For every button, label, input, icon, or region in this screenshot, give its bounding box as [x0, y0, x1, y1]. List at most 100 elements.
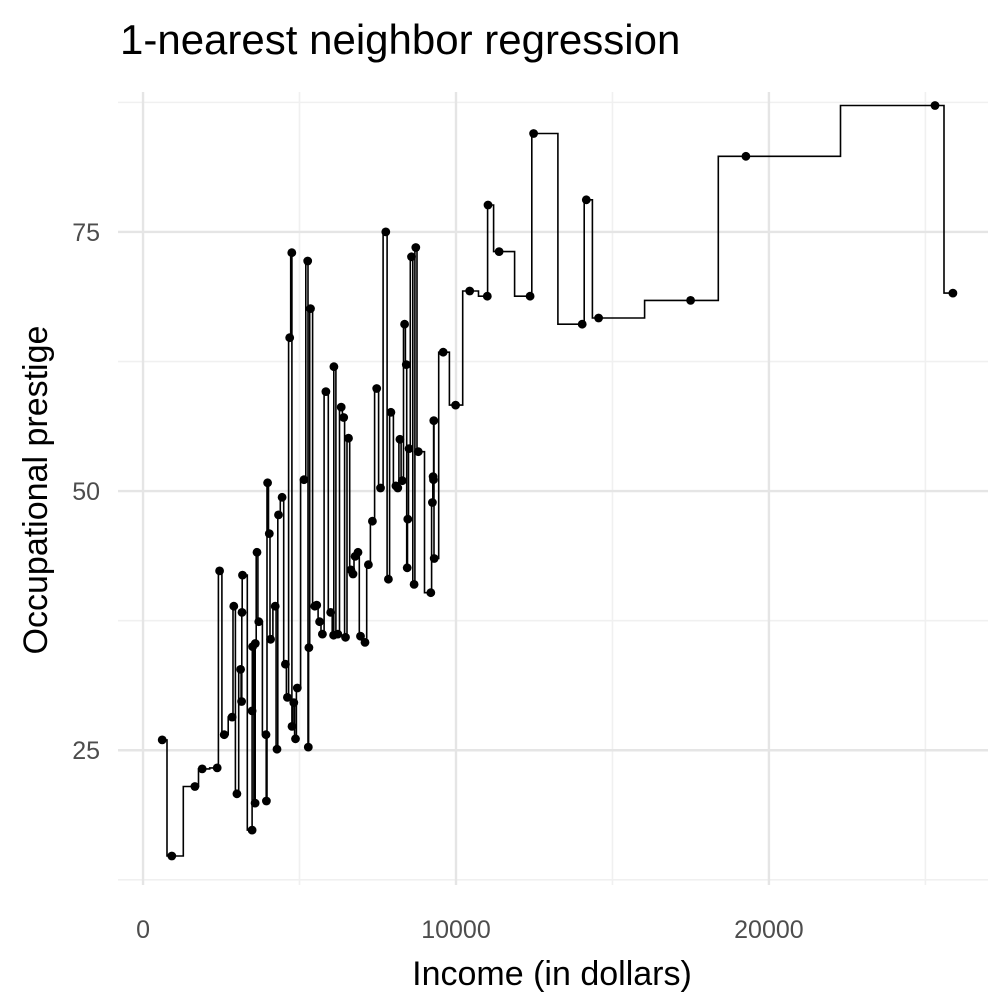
data-point [404, 444, 414, 453]
data-point [287, 722, 297, 731]
data-point [237, 608, 247, 617]
data-point [212, 763, 222, 773]
y-tick-label: 75 [72, 219, 100, 247]
x-tick-label: 0 [136, 916, 150, 944]
data-point [237, 697, 247, 706]
data-point [321, 387, 331, 396]
x-axis-tick-labels: 0 10000 20000 [136, 916, 804, 944]
data-point [451, 400, 460, 410]
minor-grid-x [298, 92, 927, 885]
data-point [948, 288, 958, 298]
data-point [247, 706, 257, 716]
data-point [238, 570, 247, 580]
data-point [356, 631, 365, 641]
y-tick-label: 25 [72, 737, 100, 765]
data-point [272, 744, 282, 754]
data-point [348, 569, 358, 579]
data-point [594, 313, 603, 323]
data-point [283, 693, 292, 702]
data-point [274, 510, 283, 520]
data-point [438, 347, 448, 357]
data-point [341, 632, 350, 642]
data-point [315, 617, 324, 627]
data-point [303, 742, 313, 752]
data-point [397, 476, 407, 486]
y-tick-label: 50 [72, 478, 100, 506]
data-points [157, 101, 958, 861]
data-point [525, 291, 535, 301]
data-point [281, 659, 290, 669]
data-point [401, 360, 411, 369]
major-grid-x [141, 92, 771, 885]
data-point [482, 291, 492, 301]
data-point [428, 498, 437, 507]
data-point [353, 547, 363, 557]
data-point [403, 514, 413, 524]
data-point [215, 566, 225, 576]
data-point [263, 478, 272, 488]
data-point [581, 195, 591, 205]
data-point [167, 851, 177, 861]
data-point [306, 304, 315, 313]
data-point [312, 600, 322, 610]
data-point [277, 492, 287, 502]
data-point [372, 384, 382, 393]
data-point [157, 735, 167, 745]
data-point [429, 554, 439, 563]
data-point [252, 547, 262, 557]
data-point [287, 248, 297, 258]
data-point [303, 256, 313, 266]
data-point [326, 608, 336, 617]
data-point [304, 643, 314, 652]
data-point [407, 252, 416, 262]
data-point [384, 574, 393, 584]
data-point [413, 447, 423, 457]
data-point [529, 129, 538, 138]
data-point [250, 639, 260, 648]
data-point [409, 580, 419, 589]
x-tick-label: 20000 [734, 916, 804, 944]
data-point [219, 730, 229, 740]
data-point [368, 516, 377, 526]
data-point [494, 247, 504, 256]
data-point [299, 475, 309, 485]
data-point [227, 712, 237, 722]
data-point [285, 333, 295, 343]
data-point [400, 319, 409, 329]
data-point [577, 319, 587, 329]
data-point [686, 296, 695, 305]
data-point [465, 286, 475, 296]
data-point [254, 617, 264, 627]
data-point [339, 413, 349, 422]
data-point [364, 560, 373, 570]
data-point [266, 634, 275, 644]
data-point [250, 798, 260, 808]
data-point [329, 362, 339, 372]
data-point [197, 764, 207, 774]
data-point [386, 407, 396, 417]
data-point [411, 243, 421, 252]
data-point [741, 151, 751, 161]
data-point [236, 665, 246, 674]
x-tick-label: 10000 [421, 916, 491, 944]
nearest-neighbor-step-line [162, 104, 953, 857]
data-point [483, 200, 493, 210]
data-point [336, 402, 346, 412]
data-point [429, 416, 439, 425]
chart-title: 1-nearest neighbor regression [120, 16, 680, 63]
data-point [292, 683, 302, 693]
data-point [261, 730, 271, 740]
data-point [270, 601, 280, 611]
data-point [393, 483, 403, 493]
y-axis-tick-labels: 25 50 75 [72, 219, 100, 765]
data-point [264, 529, 274, 538]
data-point [402, 563, 412, 573]
data-point [190, 782, 200, 791]
data-point [291, 734, 300, 744]
data-point [229, 601, 239, 611]
data-point [247, 825, 257, 835]
data-point [429, 475, 438, 485]
y-axis-title: Occupational prestige [17, 326, 55, 655]
major-grid-y [118, 230, 988, 752]
data-point [381, 227, 391, 237]
